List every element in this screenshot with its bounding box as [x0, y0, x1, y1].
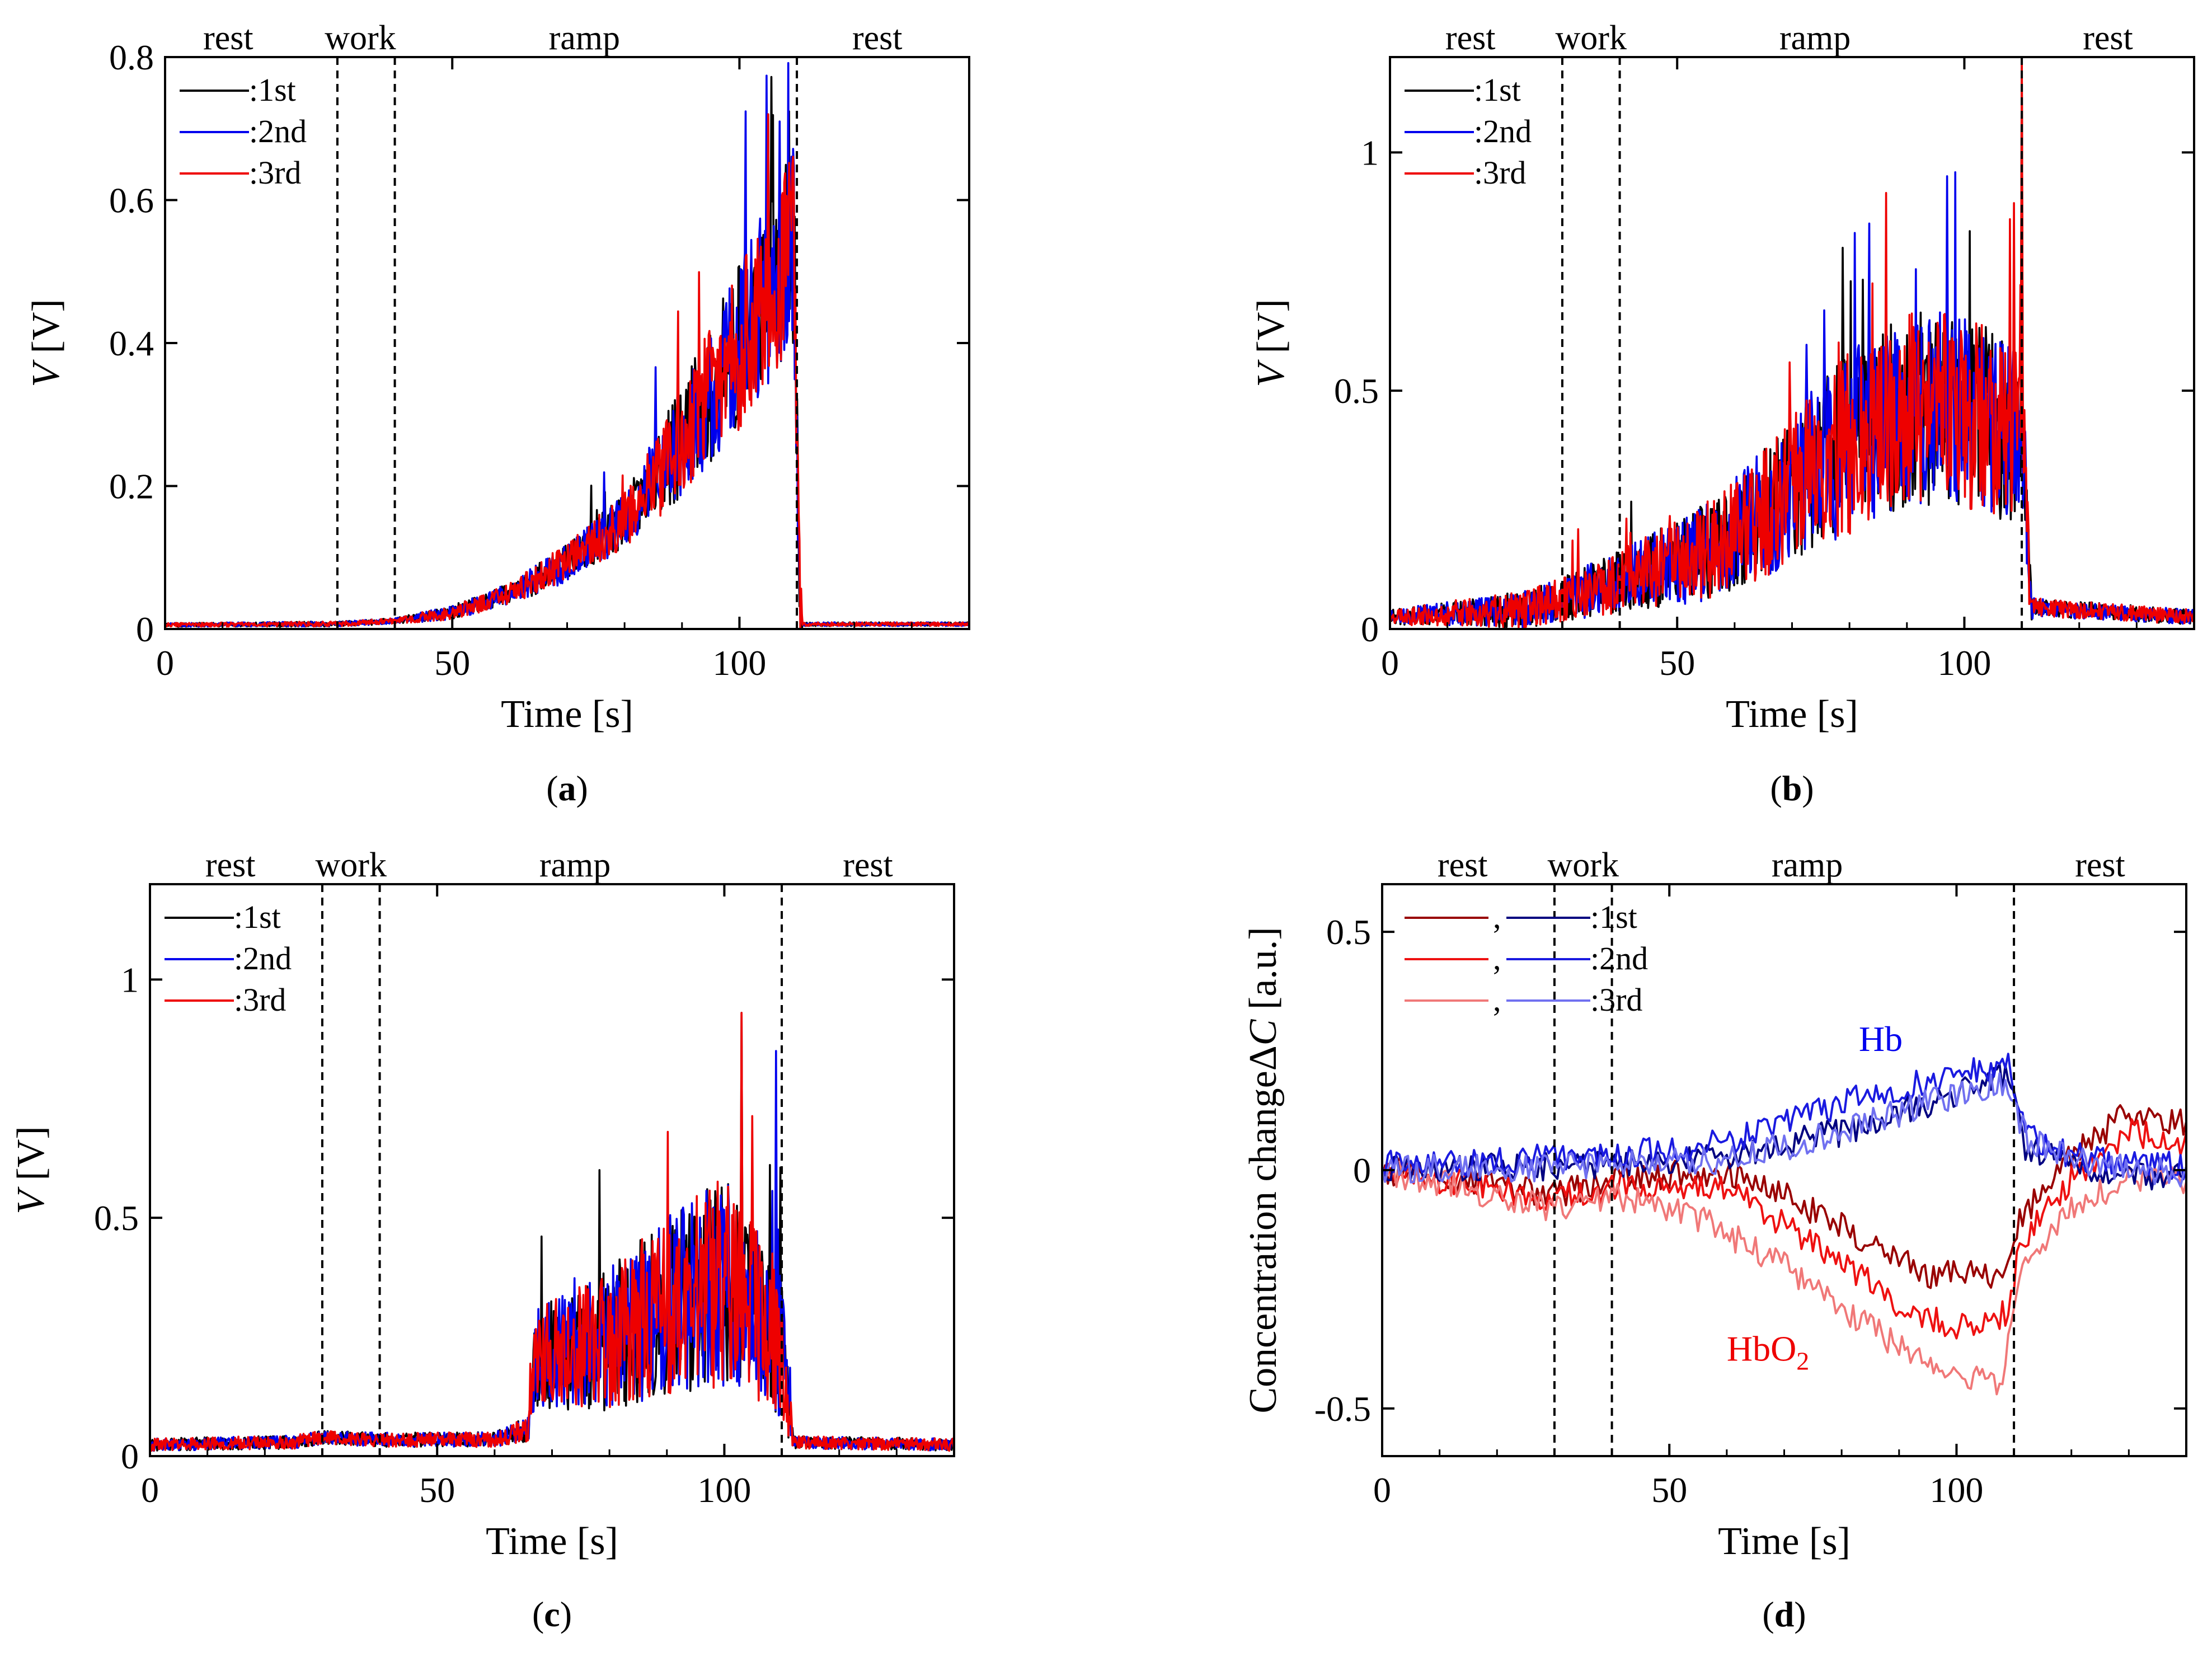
phase-label-a-1: work	[325, 19, 396, 57]
legend-label-b-3: :3rd	[1474, 154, 1526, 191]
plot-area-a	[165, 62, 969, 629]
y-tick-label-c-1: 0.5	[94, 1198, 139, 1238]
plot-area-b	[1390, 57, 2194, 628]
phase-label-b-0: rest	[1445, 19, 1496, 57]
y-tick-label-b-0: 0	[1361, 609, 1379, 649]
phase-label-a-0: rest	[203, 19, 253, 57]
y-axis-label-d: Concentration changeΔC [a.u.]	[1242, 927, 1285, 1413]
legend-label-b-2: :2nd	[1474, 113, 1532, 149]
legend-label-c-2: :2nd	[234, 940, 292, 977]
y-axis-label-b: V [V]	[1250, 299, 1293, 387]
x-tick-label-c-0: 0	[141, 1470, 159, 1510]
annotation-hb: Hb	[1859, 1019, 1903, 1059]
chart-panel-b: 0 50 100 0 0.5 1 rest work ramp rest Time [s] V [V]…	[1250, 19, 2195, 808]
phase-label-c-0: rest	[205, 846, 256, 884]
y-tick-label-a-1: 0.2	[109, 467, 154, 506]
phase-label-d-3: rest	[2075, 846, 2125, 884]
panel-caption-c: (c)	[532, 1594, 572, 1634]
legend-label-a-1: :1st	[249, 72, 296, 108]
series-line-d-hb-3rd	[1382, 1072, 2186, 1187]
x-tick-label-b-0: 0	[1381, 643, 1399, 683]
x-tick-label-d-1: 50	[1651, 1470, 1687, 1510]
series-line-d-hbo2-3rd	[1382, 1161, 2186, 1396]
legend-label-a-3: :3rd	[249, 154, 301, 191]
x-axis-label-b: Time [s]	[1726, 693, 1858, 736]
legend-label-d-1: :1st	[1590, 899, 1637, 935]
phase-label-d-0: rest	[1438, 846, 1488, 884]
legend-label-d-3: :3rd	[1590, 982, 1642, 1018]
y-tick-label-d-2: 0.5	[1326, 912, 1371, 952]
x-axis-label-d: Time [s]	[1718, 1520, 1851, 1563]
plot-area-d	[1382, 1053, 2186, 1396]
y-tick-label-d-0: -0.5	[1314, 1389, 1371, 1429]
y-tick-label-a-3: 0.6	[109, 181, 154, 220]
legend-label-b-1: :1st	[1474, 72, 1521, 108]
plot-area-c	[150, 1012, 954, 1452]
legend-label-d-2: :2nd	[1590, 940, 1648, 977]
y-tick-label-b-2: 1	[1361, 133, 1379, 172]
phase-label-d-2: ramp	[1772, 846, 1843, 884]
panel-caption-b: (b)	[1770, 768, 1814, 808]
legend-label-c-3: :3rd	[234, 982, 286, 1018]
x-tick-label-a-0: 0	[156, 643, 174, 683]
phase-label-b-3: rest	[2083, 19, 2133, 57]
chart-panel-c: 0 50 100 0 0.5 1 rest work ramp rest Time [s] V [V]…	[10, 846, 955, 1634]
x-tick-label-a-2: 100	[712, 643, 766, 683]
x-tick-label-c-2: 100	[697, 1470, 751, 1510]
x-axis-label-a: Time [s]	[501, 693, 633, 736]
phase-label-b-1: work	[1556, 19, 1627, 57]
phase-label-a-3: rest	[852, 19, 903, 57]
y-axis-label-c: V [V]	[10, 1126, 53, 1214]
y-axis-label-a: V [V]	[25, 299, 68, 387]
phase-label-b-2: ramp	[1779, 19, 1851, 57]
x-tick-label-c-1: 50	[419, 1470, 455, 1510]
series-line-c-3	[150, 1012, 954, 1452]
annotation-hbo2: HbO2	[1727, 1329, 1809, 1376]
phase-label-c-3: rest	[843, 846, 893, 884]
phase-label-a-2: ramp	[549, 19, 620, 57]
x-tick-label-a-1: 50	[434, 643, 470, 683]
y-tick-label-a-4: 0.8	[109, 37, 154, 77]
x-tick-label-b-2: 100	[1937, 643, 1991, 683]
series-line-a-3	[165, 113, 969, 629]
series-line-b-3	[1390, 57, 2194, 628]
x-tick-label-d-0: 0	[1373, 1470, 1391, 1510]
legend-label-a-2: :2nd	[249, 113, 307, 149]
y-tick-label-c-0: 0	[121, 1437, 139, 1476]
phase-label-c-2: ramp	[539, 846, 610, 884]
legend-label-c-1: :1st	[234, 899, 281, 935]
chart-panel-d: 0 50 100 -0.5 0 0.5 rest work ramp rest Time [s] Co…	[1242, 846, 2187, 1634]
series-line-b-2	[1390, 171, 2194, 628]
phase-label-c-1: work	[316, 846, 387, 884]
y-tick-label-a-0: 0	[136, 609, 154, 649]
y-tick-label-d-1: 0	[1353, 1151, 1371, 1190]
panel-caption-a: (a)	[546, 768, 588, 808]
x-tick-label-b-1: 50	[1659, 643, 1695, 683]
y-tick-label-c-2: 1	[121, 960, 139, 999]
legend-separator-2: ,	[1493, 940, 1501, 977]
x-axis-label-c: Time [s]	[486, 1520, 618, 1563]
phase-label-d-1: work	[1548, 846, 1619, 884]
legend-separator-1: ,	[1493, 899, 1501, 935]
chart-panel-a: 0 50 100 0 0.2 0.4 0.6 0.8 rest work ramp rest Time …	[25, 19, 970, 808]
y-tick-label-a-2: 0.4	[109, 323, 154, 363]
panel-caption-d: (d)	[1762, 1594, 1806, 1634]
x-tick-label-d-2: 100	[1929, 1470, 1983, 1510]
legend-separator-3: ,	[1493, 982, 1501, 1018]
y-tick-label-b-1: 0.5	[1334, 371, 1379, 411]
